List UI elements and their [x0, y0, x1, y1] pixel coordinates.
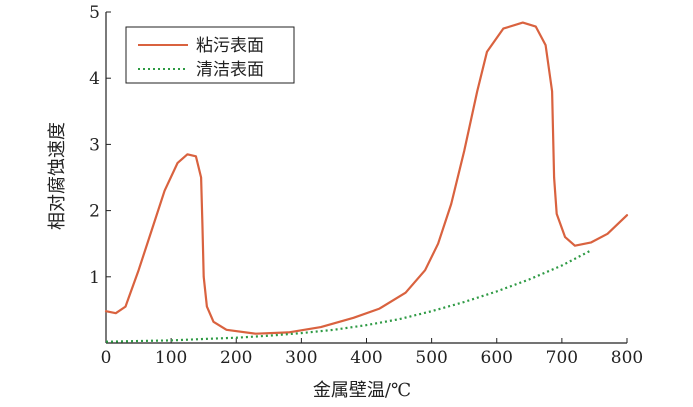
series-line-clean [105, 249, 592, 343]
x-tick-label: 200 [220, 348, 252, 368]
x-tick-label: 700 [546, 348, 578, 368]
y-tick-label: 2 [89, 202, 100, 222]
legend: 粘污表面 清洁表面 [125, 26, 295, 84]
x-tick-label: 600 [481, 348, 513, 368]
plot-area: 0 100 200 300 400 500 600 700 800 1 2 3 4 5 [89, 3, 643, 368]
x-ticks: 0 100 200 300 400 500 600 700 800 [101, 338, 643, 368]
y-tick-label: 5 [89, 3, 100, 23]
x-tick-label: 500 [415, 348, 447, 368]
x-tick-label: 300 [285, 348, 317, 368]
y-axis-title: 相对腐蚀速度 [47, 122, 68, 230]
legend-label-clean: 清洁表面 [196, 60, 264, 80]
y-tick-label: 3 [89, 135, 100, 155]
y-tick-label: 1 [89, 268, 100, 288]
x-tick-label: 800 [611, 348, 643, 368]
legend-label-fouled: 粘污表面 [196, 36, 264, 56]
legend-box [125, 26, 295, 84]
series-line-fouled [104, 21, 629, 335]
y-tick-label: 4 [89, 69, 100, 89]
x-tick-label: 0 [101, 348, 112, 368]
series-layer [104, 21, 629, 343]
y-ticks: 1 2 3 4 5 [89, 3, 111, 288]
x-tick-label: 100 [155, 348, 187, 368]
x-axis-title: 金属壁温/℃ [313, 380, 411, 401]
x-tick-label: 400 [350, 348, 382, 368]
